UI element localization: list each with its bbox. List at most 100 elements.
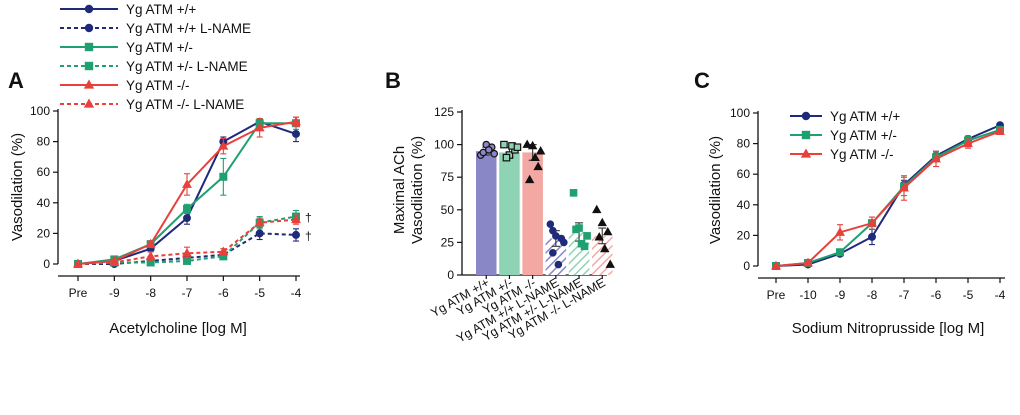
- y-tick-label: 80: [37, 135, 51, 149]
- data-point: [182, 247, 192, 257]
- x-tick-label: -4: [995, 288, 1006, 302]
- x-tick-label: -8: [145, 286, 156, 300]
- panel-c-legend: Yg ATM +/+ Yg ATM +/- Yg ATM -/-: [790, 109, 900, 162]
- x-tick-label: -9: [109, 286, 120, 300]
- data-point: [592, 204, 602, 214]
- x-tick-label: -7: [899, 288, 910, 302]
- panel-a-x-axis-title: Acetylcholine [log M]: [109, 320, 247, 337]
- data-point: [583, 232, 591, 240]
- legend-marker-triangle: [83, 79, 95, 89]
- data-point: [524, 174, 535, 184]
- series-line: [775, 124, 1001, 267]
- legend-marker-square: [84, 61, 94, 71]
- data-point: [183, 204, 192, 213]
- data-point: [835, 248, 844, 257]
- legend-marker-circle: [84, 23, 94, 33]
- data-point: [218, 140, 229, 150]
- series-line: [775, 130, 1001, 267]
- data-point: [502, 153, 511, 162]
- data-point: [292, 129, 301, 138]
- legend-label: Yg ATM +/-: [126, 40, 193, 55]
- data-point: [254, 217, 265, 227]
- data-point: [530, 152, 540, 161]
- data-point: [255, 229, 264, 238]
- legend-label: Yg ATM -/-: [830, 147, 894, 162]
- y-tick-label: 50: [441, 203, 455, 217]
- x-tick-label: -4: [291, 286, 302, 300]
- data-point: [145, 238, 156, 248]
- data-point: [291, 214, 301, 224]
- legend-marker-triangle: [83, 98, 95, 108]
- data-point: [549, 226, 557, 235]
- data-point: [577, 239, 586, 248]
- data-point: [182, 179, 192, 188]
- y-tick-label: 0: [743, 259, 750, 273]
- legend-marker-triangle: [800, 148, 812, 158]
- legend-marker-circle: [801, 111, 811, 121]
- data-point: [867, 217, 877, 227]
- y-tick-label: 125: [434, 105, 454, 119]
- data-point: [963, 138, 973, 148]
- data-point: [560, 238, 568, 247]
- legend-marker-square: [801, 130, 811, 140]
- y-tick-label: 60: [37, 165, 51, 179]
- data-point: [605, 259, 615, 268]
- data-point: [546, 220, 555, 228]
- data-point: [835, 227, 845, 236]
- data-point: [254, 122, 265, 132]
- x-tick-label: Pre: [69, 286, 88, 300]
- data-point: [597, 217, 607, 227]
- panel-b-letter: B: [385, 68, 401, 93]
- x-tick-label: -5: [963, 288, 974, 302]
- data-point: [218, 246, 229, 256]
- data-point: [995, 126, 1005, 135]
- data-point: [535, 146, 546, 155]
- panel-a-y-axis-title: Vasodilation (%): [9, 133, 26, 241]
- x-tick-label: -10: [799, 288, 817, 302]
- legend-label: Yg ATM +/+ L-NAME: [126, 21, 251, 36]
- y-tick-label: 20: [37, 226, 51, 240]
- bar: [499, 152, 520, 275]
- series-yg-atm-l-name: [73, 214, 301, 268]
- x-tick-label: -9: [835, 288, 846, 302]
- panel-b-y-axis-title-line1: Maximal ACh: [391, 146, 408, 234]
- bar: [476, 151, 497, 275]
- y-tick-label: 0: [447, 268, 454, 282]
- data-point: [183, 214, 192, 223]
- data-point: [500, 140, 508, 149]
- y-tick-label: 100: [434, 138, 454, 152]
- x-tick-label: -5: [254, 286, 265, 300]
- panel-a-letter: A: [8, 68, 24, 93]
- data-point: [522, 139, 532, 148]
- data-point: [603, 226, 613, 236]
- x-tick-label: -6: [218, 286, 229, 300]
- y-tick-label: 100: [30, 104, 50, 118]
- significance-dagger: †: [305, 229, 312, 243]
- data-point: [490, 149, 499, 158]
- y-tick-label: 75: [441, 170, 455, 184]
- y-tick-label: 20: [737, 228, 751, 242]
- top-legend: Yg ATM +/+ Yg ATM +/+ L-NAME Yg ATM +/- Yg …: [60, 2, 251, 112]
- x-tick-label: Pre: [767, 288, 786, 302]
- x-tick-label: -8: [867, 288, 878, 302]
- data-point: [219, 172, 228, 181]
- panel-c-x-axis-title: Sodium Nitroprusside [log M]: [792, 320, 985, 337]
- y-tick-label: 80: [737, 137, 751, 151]
- legend-label: Yg ATM +/+: [830, 109, 900, 124]
- x-tick-label: -7: [182, 286, 193, 300]
- data-point: [549, 249, 557, 257]
- legend-marker-square: [84, 42, 94, 52]
- legend-label: Yg ATM +/+: [126, 2, 196, 17]
- data-point: [513, 143, 522, 152]
- y-tick-label: 40: [737, 198, 751, 212]
- data-point: [594, 232, 604, 241]
- panel-c-y-axis-title: Vasodilation (%): [707, 136, 724, 244]
- data-point: [600, 243, 610, 253]
- data-point: [569, 189, 578, 197]
- legend-label: Yg ATM +/- L-NAME: [126, 59, 248, 74]
- legend-marker-circle: [84, 4, 94, 14]
- data-point: [572, 225, 580, 234]
- panel-c: C 0 20 40 60 80 100 Pre -10 -9 -8 -7 -6 -5 -4 Yg ATM …: [694, 68, 1006, 337]
- series-yg-atm-: [73, 116, 301, 268]
